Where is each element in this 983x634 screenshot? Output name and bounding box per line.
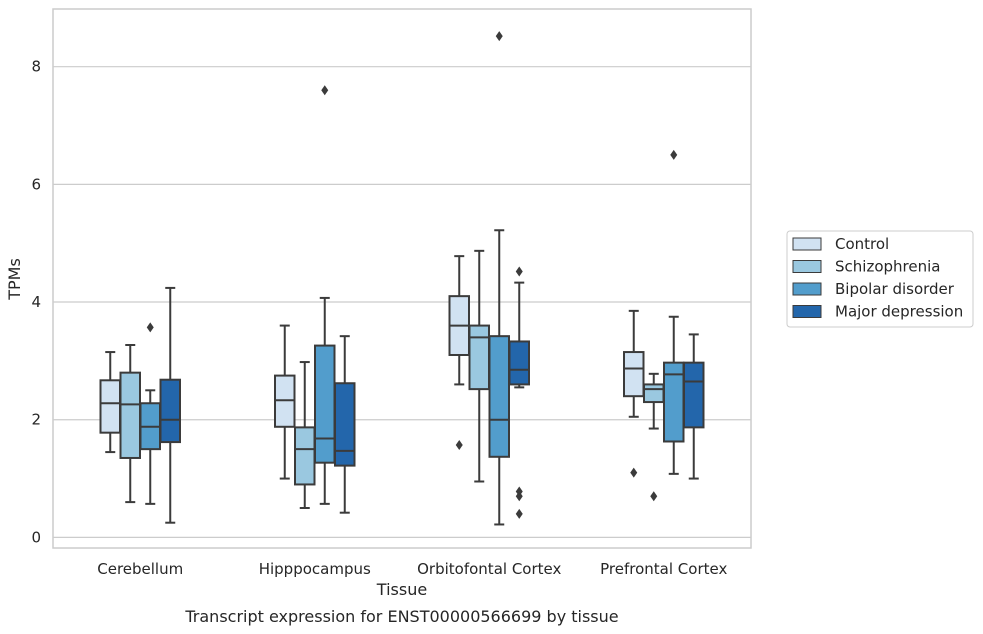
- figure-caption: Transcript expression for ENST0000056669…: [184, 607, 618, 626]
- legend-swatch: [792, 282, 822, 296]
- box-body: [119, 371, 141, 459]
- box: [274, 324, 296, 480]
- legend-label: Schizophrenia: [835, 258, 940, 276]
- category-group: [448, 31, 530, 526]
- outlier-point: [650, 491, 658, 502]
- x-axis-label: Tissue: [376, 580, 427, 599]
- y-tick-label: 2: [31, 411, 41, 429]
- legend-swatch: [792, 237, 822, 251]
- box: [334, 335, 356, 514]
- x-tick-label: Cerebellum: [97, 560, 183, 578]
- box: [139, 322, 161, 505]
- box: [99, 351, 121, 454]
- legend-label: Major depression: [835, 303, 963, 321]
- box-body: [294, 426, 316, 486]
- box: [294, 361, 316, 509]
- y-tick-label: 6: [31, 175, 41, 193]
- box-body: [334, 382, 356, 467]
- legend: Control Schizophrenia Bipolar disorder Majo…: [786, 230, 974, 328]
- box-body: [683, 361, 705, 429]
- outlier-point: [321, 85, 329, 96]
- legend-item: Schizophrenia: [792, 258, 940, 276]
- outlier-point: [670, 149, 678, 160]
- legend-item: Control: [792, 235, 889, 253]
- x-tick-labels: Cerebellum Hipppocampus Orbitofontal Corte…: [97, 560, 727, 578]
- box: [508, 266, 530, 519]
- grid-lines: [53, 66, 751, 539]
- box: [119, 343, 141, 504]
- category-group: [99, 286, 181, 524]
- box-groups: [99, 31, 705, 526]
- box-body: [488, 335, 510, 458]
- outlier-point: [515, 266, 523, 277]
- box: [314, 85, 336, 505]
- box-body: [508, 340, 530, 386]
- box: [643, 372, 665, 502]
- x-tick-label: Orbitofontal Cortex: [417, 560, 561, 578]
- y-tick-label: 8: [31, 58, 41, 76]
- outlier-point: [146, 322, 154, 333]
- box: [623, 309, 645, 478]
- x-tick-label: Hipppocampus: [259, 560, 371, 578]
- legend-frame: [786, 230, 974, 328]
- outlier-point: [630, 467, 638, 478]
- box-body: [314, 344, 336, 464]
- y-axis-label: TPMs: [5, 258, 24, 301]
- outlier-point: [455, 440, 463, 451]
- box: [488, 31, 510, 526]
- category-group: [274, 85, 356, 514]
- y-tick-label: 0: [31, 528, 41, 546]
- box: [468, 249, 490, 483]
- box: [448, 255, 470, 451]
- box: [683, 333, 705, 480]
- legend-entries: Control Schizophrenia Bipolar disorder Majo…: [792, 235, 963, 321]
- legend-swatch: [792, 305, 822, 318]
- category-group: [623, 149, 705, 502]
- y-tick-labels: 0 2 4 6 8: [31, 58, 41, 547]
- legend-item: Bipolar disorder: [792, 280, 955, 298]
- box-body: [468, 324, 490, 391]
- outlier-point: [495, 31, 503, 42]
- outlier-point: [515, 508, 523, 519]
- y-tick-label: 4: [31, 293, 41, 311]
- plot-frame: [52, 8, 752, 549]
- box: [159, 286, 181, 524]
- box-body: [99, 379, 121, 434]
- legend-swatch: [792, 260, 822, 273]
- box-body: [643, 383, 665, 404]
- legend-item: Major depression: [792, 303, 963, 321]
- box-body: [159, 378, 181, 444]
- box-body: [623, 351, 645, 398]
- x-tick-label: Prefrontal Cortex: [600, 560, 727, 578]
- legend-label: Control: [835, 235, 889, 253]
- legend-label: Bipolar disorder: [835, 280, 955, 298]
- outlier-point: [515, 491, 523, 502]
- box: [663, 149, 685, 475]
